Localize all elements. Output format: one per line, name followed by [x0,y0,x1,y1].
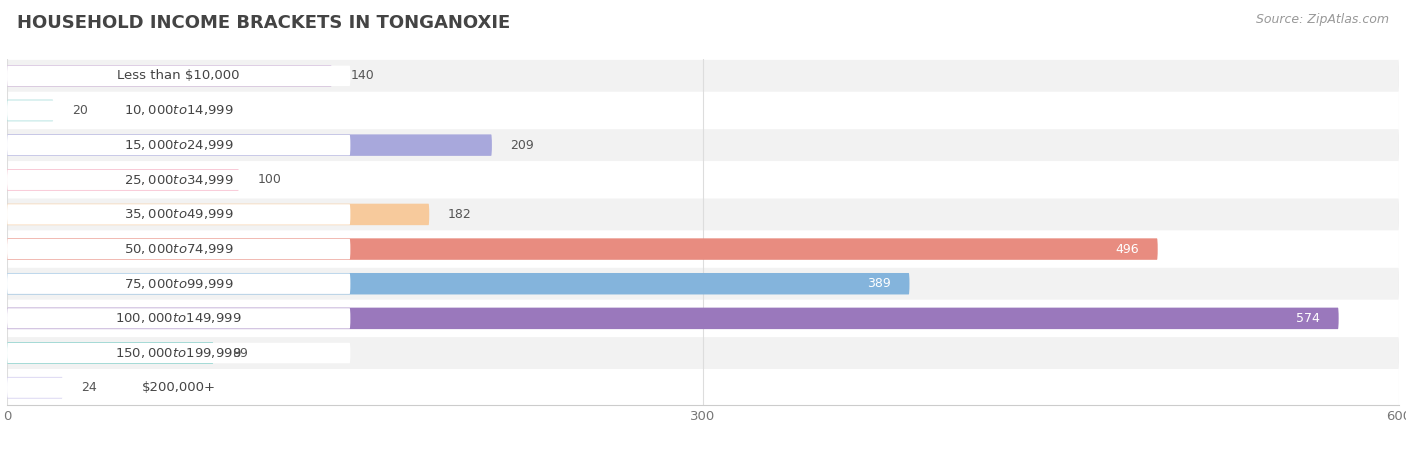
FancyBboxPatch shape [7,274,350,294]
Text: 389: 389 [868,277,891,290]
FancyBboxPatch shape [7,342,214,364]
FancyBboxPatch shape [7,135,492,156]
Text: 20: 20 [72,104,87,117]
Text: HOUSEHOLD INCOME BRACKETS IN TONGANOXIE: HOUSEHOLD INCOME BRACKETS IN TONGANOXIE [17,14,510,32]
FancyBboxPatch shape [7,60,1399,92]
FancyBboxPatch shape [7,94,1399,126]
FancyBboxPatch shape [7,372,1399,404]
Text: 209: 209 [510,139,534,152]
Text: $15,000 to $24,999: $15,000 to $24,999 [124,138,233,152]
Text: $25,000 to $34,999: $25,000 to $34,999 [124,173,233,187]
FancyBboxPatch shape [7,169,239,190]
Text: 182: 182 [447,208,471,221]
FancyBboxPatch shape [7,308,1339,329]
FancyBboxPatch shape [7,66,350,86]
Text: 89: 89 [232,346,247,360]
FancyBboxPatch shape [7,268,1399,300]
Text: 140: 140 [350,69,374,82]
FancyBboxPatch shape [7,302,1399,334]
Text: Less than $10,000: Less than $10,000 [118,69,240,82]
Text: 100: 100 [257,173,281,186]
FancyBboxPatch shape [7,170,350,190]
Text: $10,000 to $14,999: $10,000 to $14,999 [124,104,233,117]
Text: $75,000 to $99,999: $75,000 to $99,999 [124,277,233,291]
Text: $35,000 to $49,999: $35,000 to $49,999 [124,207,233,221]
FancyBboxPatch shape [7,343,350,363]
Text: $100,000 to $149,999: $100,000 to $149,999 [115,311,242,325]
FancyBboxPatch shape [7,308,350,328]
FancyBboxPatch shape [7,377,63,398]
FancyBboxPatch shape [7,198,1399,230]
FancyBboxPatch shape [7,378,350,398]
Text: 496: 496 [1115,243,1139,256]
Text: Source: ZipAtlas.com: Source: ZipAtlas.com [1256,14,1389,27]
FancyBboxPatch shape [7,100,350,121]
FancyBboxPatch shape [7,337,1399,369]
FancyBboxPatch shape [7,135,350,155]
Text: $200,000+: $200,000+ [142,381,215,394]
Text: $50,000 to $74,999: $50,000 to $74,999 [124,242,233,256]
FancyBboxPatch shape [7,238,1157,260]
FancyBboxPatch shape [7,65,332,86]
FancyBboxPatch shape [7,239,350,259]
FancyBboxPatch shape [7,204,350,225]
FancyBboxPatch shape [7,100,53,121]
Text: 574: 574 [1296,312,1320,325]
Text: $150,000 to $199,999: $150,000 to $199,999 [115,346,242,360]
FancyBboxPatch shape [7,204,429,225]
FancyBboxPatch shape [7,233,1399,265]
FancyBboxPatch shape [7,129,1399,161]
FancyBboxPatch shape [7,164,1399,196]
Text: 24: 24 [82,381,97,394]
FancyBboxPatch shape [7,273,910,294]
